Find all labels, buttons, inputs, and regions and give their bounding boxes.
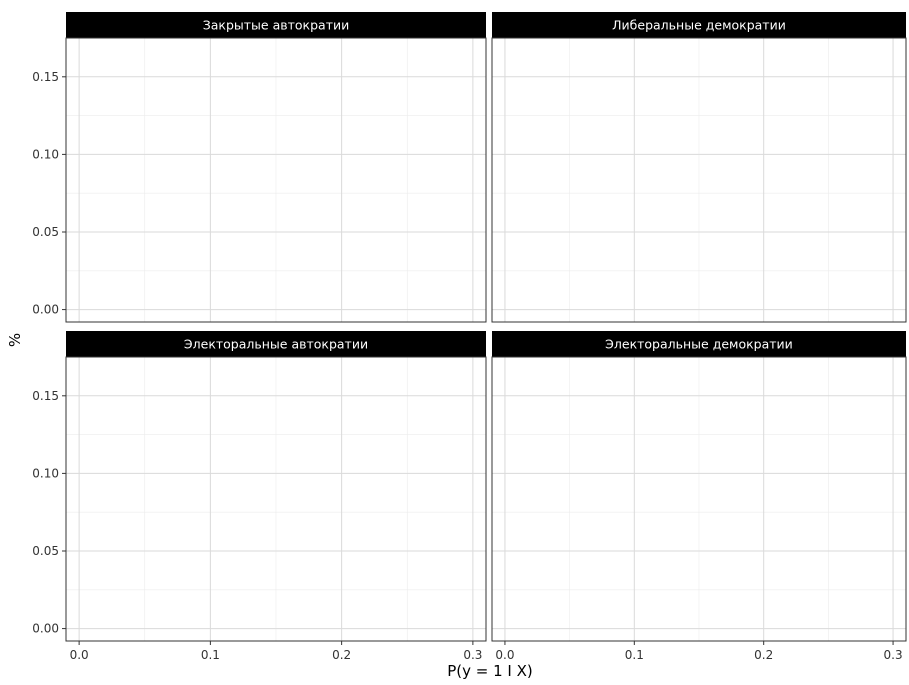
x-tick-label: 0.1 <box>201 648 220 662</box>
facet-strip <box>66 331 486 357</box>
axes-layer: 0.00 0.05 0.10 0.15 0.00 0.05 0.10 0.15 0.0 0.1 0.… <box>32 70 902 662</box>
facet-strip-label: Электоральные демократии <box>605 337 793 352</box>
y-tick-label: 0.10 <box>32 147 59 161</box>
y-tick-label: 0.10 <box>32 466 59 480</box>
panels-layer: Закрытые автократии Либеральные демократи… <box>65 12 907 642</box>
facet-panel-2: Либеральные демократии <box>491 12 907 323</box>
facet-panel-3: Электоральные автократии <box>65 331 487 642</box>
panel-border <box>491 37 907 323</box>
y-tick-label: 0.05 <box>32 544 59 558</box>
x-tick-label: 0.2 <box>754 648 773 662</box>
facet-strip <box>492 331 906 357</box>
x-tick-label: 0.0 <box>70 648 89 662</box>
x-tick-label: 0.1 <box>625 648 644 662</box>
facet-strip-label: Электоральные автократии <box>184 337 368 352</box>
x-tick-label: 0.3 <box>884 648 903 662</box>
facet-panel-1: Закрытые автократии <box>65 12 487 323</box>
x-tick-label: 0.2 <box>332 648 351 662</box>
y-tick-label: 0.05 <box>32 225 59 239</box>
facet-strip <box>66 12 486 38</box>
x-tick-label: 0.0 <box>495 648 514 662</box>
x-tick-label: 0.3 <box>463 648 482 662</box>
panel-border <box>491 356 907 642</box>
y-tick-label: 0.00 <box>32 303 59 317</box>
y-axis-title: % <box>6 333 24 347</box>
x-axis-title: P(y = 1 I X) <box>447 662 533 680</box>
panel-border <box>65 356 487 642</box>
facet-panel-4: Электоральные демократии <box>491 331 907 642</box>
facet-strip <box>492 12 906 38</box>
panel-border <box>65 37 487 323</box>
facet-strip-label: Либеральные демократии <box>612 18 786 33</box>
facet-strip-label: Закрытые автократии <box>203 18 349 33</box>
y-tick-label: 0.15 <box>32 70 59 84</box>
y-tick-label: 0.00 <box>32 622 59 636</box>
y-tick-label: 0.15 <box>32 389 59 403</box>
